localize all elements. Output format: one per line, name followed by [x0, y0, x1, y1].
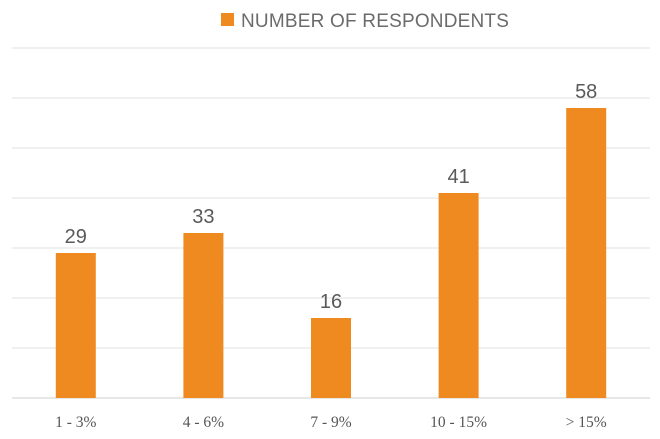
bar-value-label: 58: [575, 81, 597, 103]
legend-swatch: [221, 13, 234, 26]
x-tick-label: > 15%: [566, 414, 607, 431]
bar: [566, 108, 607, 398]
x-tick-label: 1 - 3%: [55, 414, 96, 431]
bar-value-label: 33: [192, 206, 214, 228]
bar: [311, 318, 351, 398]
bar-value-label: 29: [65, 226, 87, 248]
value-labels: 29 33 16 41 58: [65, 81, 598, 313]
bars: [55, 108, 607, 398]
bar-value-label: 41: [447, 166, 469, 188]
bar: [438, 193, 479, 398]
bar: [183, 233, 224, 398]
legend-label: NUMBER OF RESPONDENTS: [241, 11, 509, 32]
gridlines: [12, 47, 650, 399]
bar-value-label: 16: [320, 291, 342, 313]
x-axis-tick-labels: 1 - 3% 4 - 6% 7 - 9% 10 - 15% > 15%: [55, 414, 607, 431]
bar: [55, 253, 96, 398]
x-tick-label: 4 - 6%: [183, 414, 224, 431]
x-tick-label: 7 - 9%: [310, 414, 351, 431]
legend: NUMBER OF RESPONDENTS: [221, 11, 509, 32]
x-tick-label: 10 - 15%: [430, 414, 487, 431]
